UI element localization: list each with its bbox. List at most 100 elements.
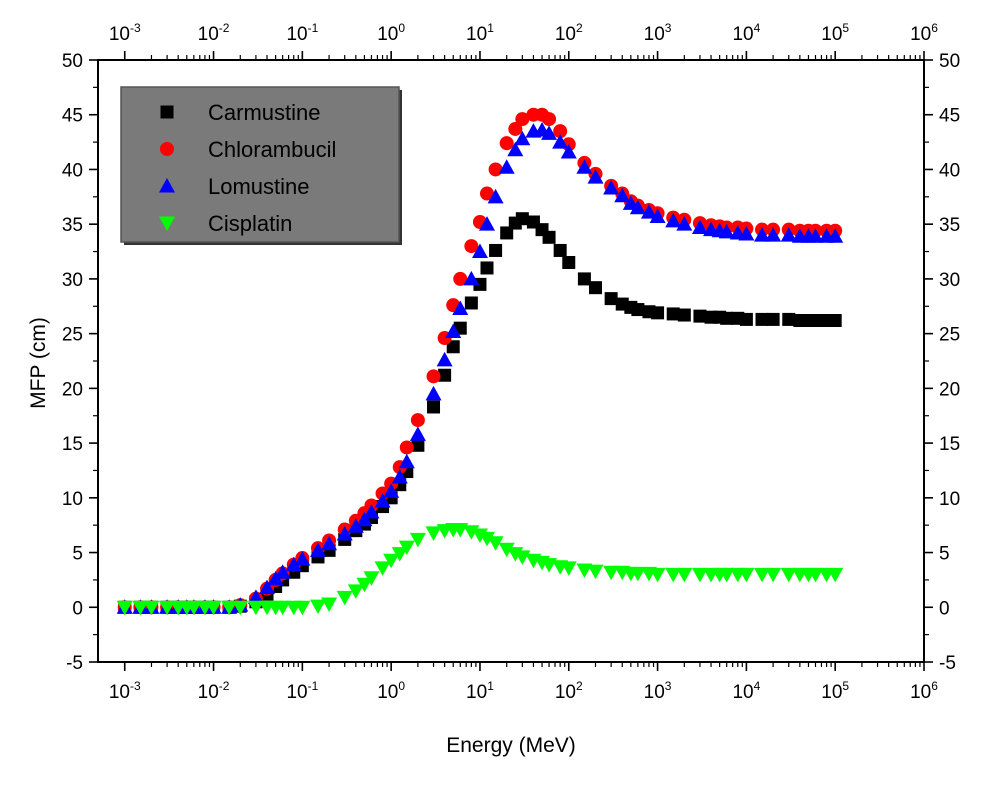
cisplatin-point (676, 567, 693, 583)
chlorambucil-point (426, 369, 441, 384)
cisplatin-point (185, 600, 202, 616)
chlorambucil-point (410, 413, 425, 428)
carmustine-point (666, 307, 680, 321)
cisplatin-point (807, 567, 824, 583)
lomustine-point (347, 518, 364, 533)
carmustine-point (828, 314, 842, 328)
lomustine-point (827, 228, 844, 243)
carmustine-point (677, 308, 691, 322)
lomustine-point (587, 169, 604, 184)
legend-label-chlorambucil: Chlorambucil (208, 137, 336, 162)
legend-marker-carmustine (160, 105, 174, 119)
chlorambucil-point (553, 124, 568, 139)
y-tick-label: 25 (62, 325, 83, 346)
x-tick-label: 100 (377, 679, 405, 703)
x-tick-label-top: 101 (466, 21, 494, 45)
x-tick-label: 105 (821, 679, 849, 703)
chlorambucil-point (399, 440, 414, 455)
lomustine-point (603, 180, 620, 195)
y-tick-label: 40 (62, 160, 83, 181)
chlorambucil-point (542, 112, 557, 127)
y-tick-label-right: 40 (939, 160, 960, 181)
chlorambucil-point (453, 271, 468, 286)
cisplatin-point (336, 590, 353, 606)
cisplatin-point (649, 567, 666, 583)
cisplatin-point (232, 600, 249, 616)
lomustine-point (471, 243, 488, 259)
lomustine-point (445, 323, 462, 338)
lomustine-point (507, 141, 524, 157)
chlorambucil-point (499, 136, 514, 151)
lomustine-point (576, 159, 593, 174)
y-tick-label: 30 (62, 270, 83, 291)
carmustine-point (766, 312, 780, 326)
lomustine-point (259, 579, 276, 595)
y-tick-label-right: 35 (939, 215, 960, 236)
legend-label-carmustine: Carmustine (208, 100, 320, 125)
y-tick-label: -5 (66, 653, 83, 674)
x-tick-label: 104 (732, 679, 760, 703)
y-tick-label-right: -5 (939, 653, 956, 674)
cisplatin-point (321, 597, 338, 612)
cisplatin-point (347, 584, 364, 599)
lomustine-point (552, 134, 569, 149)
lomustine-point (398, 453, 415, 469)
cisplatin-point (374, 561, 391, 576)
cisplatin-point (691, 567, 708, 583)
cisplatin-point (205, 600, 222, 616)
carmustine-point (553, 243, 567, 257)
lomustine-point (640, 204, 657, 219)
y-tick-label: 35 (62, 215, 83, 236)
lomustine-point (374, 493, 391, 508)
y-tick-label: 0 (72, 598, 83, 619)
legend-marker-lomustine (159, 178, 175, 193)
lomustine-point (409, 426, 426, 441)
cisplatin-point (665, 567, 682, 583)
y-tick-label-right: 50 (939, 51, 960, 72)
y-axis-title: MFP (cm) (27, 317, 50, 409)
carmustine-point (782, 312, 796, 326)
cisplatin-point (221, 600, 238, 616)
legend-label-cisplatin: Cisplatin (208, 211, 292, 236)
cisplatin-point (247, 600, 264, 616)
cisplatin-point (132, 600, 149, 616)
y-tick-label: 20 (62, 379, 83, 400)
lomustine-point (383, 483, 400, 498)
lomustine-point (363, 504, 380, 519)
lomustine-point (514, 130, 531, 146)
carmustine-point (489, 243, 503, 257)
x-tick-label: 10-1 (286, 679, 318, 703)
y-tick-label-right: 15 (939, 434, 960, 455)
cisplatin-point (560, 561, 577, 576)
lomustine-point (541, 125, 558, 140)
lomustine-point (629, 199, 646, 215)
lomustine-point (321, 535, 338, 551)
lomustine-point (498, 159, 515, 174)
y-tick-label-right: 45 (939, 106, 960, 127)
y-tick-label-right: 30 (939, 270, 960, 291)
lomustine-point (665, 212, 682, 228)
cisplatin-point (718, 567, 735, 583)
carmustine-point (755, 312, 769, 326)
carmustine-point (651, 306, 665, 320)
x-tick-label-top: 105 (821, 21, 849, 45)
cisplatin-point (425, 526, 442, 541)
cisplatin-point (498, 542, 515, 558)
carmustine-point (411, 438, 425, 452)
carmustine-point (500, 226, 514, 240)
lomustine-point (765, 227, 782, 242)
chlorambucil-point (515, 112, 530, 127)
cisplatin-point (629, 566, 646, 582)
lomustine-point (391, 469, 408, 484)
carmustine-point (464, 296, 478, 310)
lomustine-point (452, 300, 469, 315)
lomustine-point (274, 564, 291, 579)
cisplatin-point (827, 567, 844, 583)
cisplatin-point (383, 553, 400, 569)
lomustine-point (560, 143, 577, 159)
cisplatin-point (398, 540, 415, 556)
cisplatin-point (603, 565, 620, 581)
y-tick-label-right: 20 (939, 379, 960, 400)
